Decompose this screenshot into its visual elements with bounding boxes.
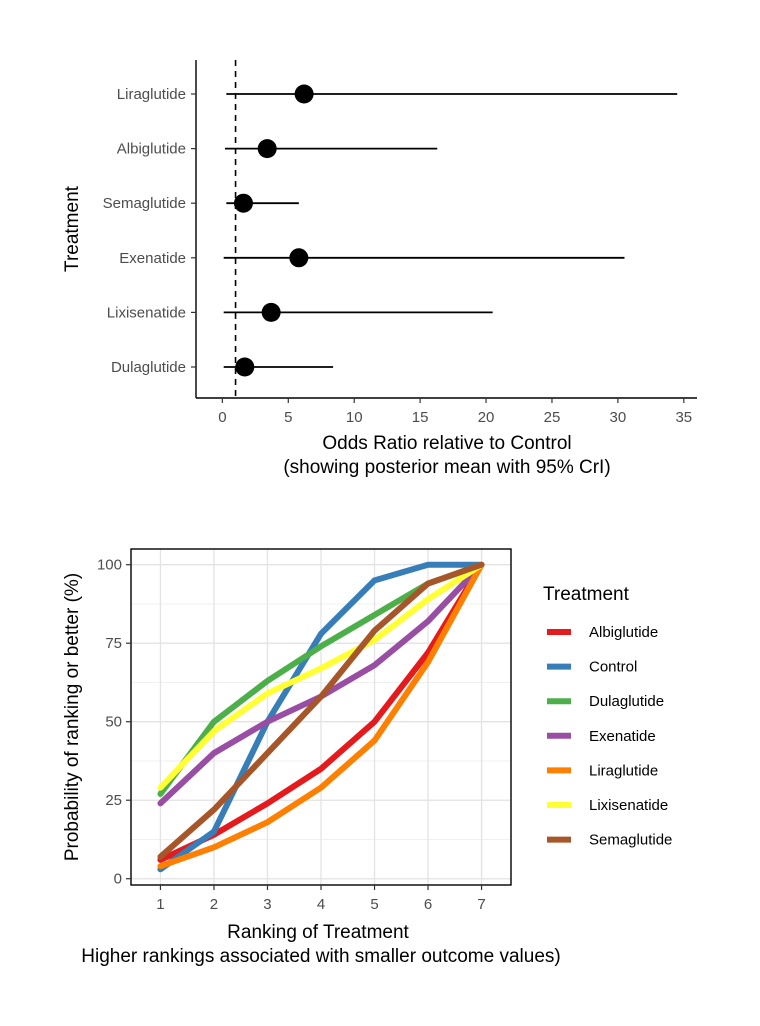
forest-x-tick-label: 5 bbox=[284, 409, 292, 426]
legend-label: Control bbox=[589, 659, 637, 676]
posterior-mean-point bbox=[294, 84, 314, 104]
forest-y-tick-label: Semaglutide bbox=[103, 195, 186, 212]
posterior-mean-point bbox=[261, 302, 281, 322]
forest-y-tick-label: Dulaglutide bbox=[111, 359, 186, 376]
forest-x-tick-label: 35 bbox=[675, 409, 692, 426]
forest-y-tick-label: Lixisenatide bbox=[107, 304, 186, 321]
series-line-control bbox=[157, 561, 485, 873]
forest-x-tick-label: 15 bbox=[412, 409, 429, 426]
legend-label: Dulaglutide bbox=[589, 693, 664, 710]
forest-y-tick-label: Exenatide bbox=[119, 250, 186, 267]
series-line-semaglutide bbox=[157, 561, 485, 860]
ranking-x-tick-label: 3 bbox=[263, 896, 271, 913]
legend-label: Exenatide bbox=[589, 728, 656, 745]
series-line-liraglutide bbox=[157, 561, 485, 870]
forest-y-tick-label: Albiglutide bbox=[117, 141, 186, 158]
ranking-y-tick-label: 50 bbox=[105, 714, 122, 731]
ranking-x-axis-subtitle: Higher rankings associated with smaller … bbox=[81, 946, 560, 967]
legend-label: Semaglutide bbox=[589, 832, 672, 849]
ranking-y-tick-label: 0 bbox=[114, 871, 122, 888]
posterior-mean-point bbox=[233, 193, 253, 213]
legend-label: Liraglutide bbox=[589, 762, 658, 779]
ranking-y-tick-label: 75 bbox=[105, 635, 122, 652]
forest-x-axis-subtitle: (showing posterior mean with 95% CrI) bbox=[283, 457, 610, 478]
legend-label: Lixisenatide bbox=[589, 797, 668, 814]
forest-x-tick-label: 10 bbox=[346, 409, 363, 426]
ranking-x-tick-label: 5 bbox=[370, 896, 378, 913]
legend: Treatment Albiglutide Control Dulaglutide E… bbox=[543, 584, 672, 849]
ranking-x-tick-label: 1 bbox=[156, 896, 164, 913]
forest-y-axis-title: Treatment bbox=[62, 185, 83, 272]
legend-title: Treatment bbox=[543, 584, 630, 605]
series-line-lixisenatide bbox=[157, 561, 485, 791]
forest-y-tick-label: Liraglutide bbox=[117, 86, 186, 103]
posterior-mean-point bbox=[257, 139, 277, 159]
ranking-y-axis-title: Probability of ranking or better (%) bbox=[62, 573, 83, 861]
posterior-mean-point bbox=[289, 248, 309, 268]
ranking-x-tick-label: 7 bbox=[477, 896, 485, 913]
forest-x-tick-label: 30 bbox=[610, 409, 627, 426]
ranking-y-tick-label: 25 bbox=[105, 792, 122, 809]
ranking-x-tick-label: 4 bbox=[317, 896, 325, 913]
forest-x-tick-label: 0 bbox=[218, 409, 226, 426]
posterior-mean-point bbox=[235, 357, 255, 377]
forest-x-axis-title: Odds Ratio relative to Control bbox=[322, 433, 571, 454]
forest-x-tick-label: 25 bbox=[544, 409, 561, 426]
ranking-y-tick-label: 100 bbox=[97, 557, 122, 574]
ranking-x-tick-label: 6 bbox=[424, 896, 432, 913]
ranking-x-tick-label: 2 bbox=[210, 896, 218, 913]
legend-label: Albiglutide bbox=[589, 624, 658, 641]
forest-plot: 0 5 10 15 20 25 30 35 Liraglutide Albiglutide Sem… bbox=[62, 60, 697, 478]
forest-x-tick-label: 20 bbox=[478, 409, 495, 426]
ranking-x-axis-title: Ranking of Treatment bbox=[227, 922, 409, 943]
